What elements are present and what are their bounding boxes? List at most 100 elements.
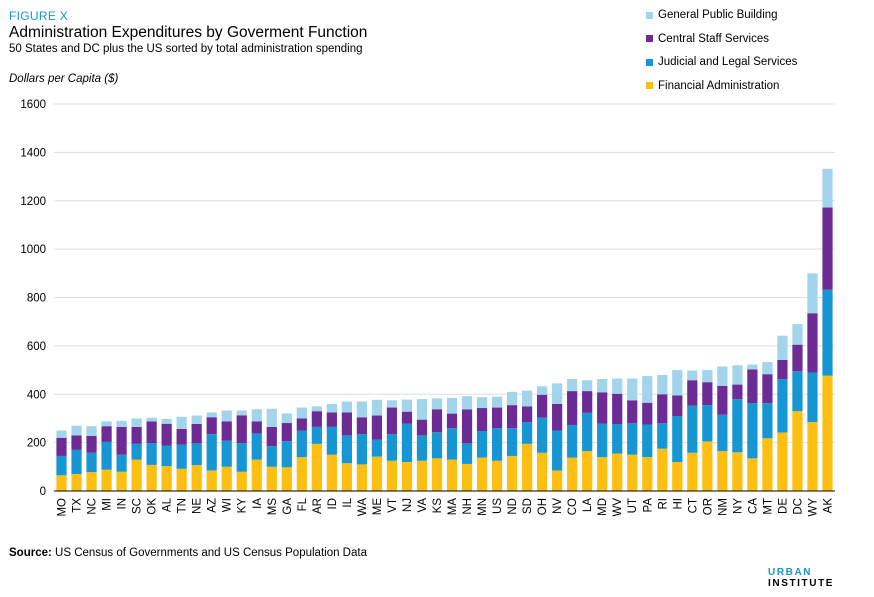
y-tick-label: 1200 bbox=[20, 196, 46, 208]
x-tick-label: MD bbox=[597, 498, 609, 516]
bar-segment bbox=[296, 430, 307, 458]
x-tick-label: PA bbox=[642, 498, 654, 513]
brand-institute: INSTITUTE bbox=[768, 578, 835, 589]
bar-segment bbox=[326, 403, 337, 413]
x-tick-label: ME bbox=[372, 498, 384, 516]
x-tick-label: TN bbox=[177, 498, 189, 513]
bar-segment bbox=[642, 457, 653, 491]
bar-segment bbox=[567, 424, 578, 458]
bar-segment bbox=[281, 413, 292, 424]
chart-subtitle: 50 States and DC plus the US sorted by t… bbox=[9, 43, 363, 55]
x-tick-label: DE bbox=[777, 498, 789, 514]
bar-segment bbox=[206, 470, 217, 491]
bar-segment bbox=[146, 417, 157, 422]
x-tick-label: HI bbox=[672, 498, 684, 510]
bar-segment bbox=[401, 423, 413, 462]
bar-segment bbox=[777, 379, 788, 433]
bar-segment bbox=[281, 467, 292, 491]
x-tick-label: TX bbox=[72, 498, 84, 513]
bar-segment bbox=[386, 407, 398, 435]
bar-segment bbox=[582, 451, 593, 491]
x-tick-label: NC bbox=[87, 498, 99, 515]
bar-segment bbox=[567, 391, 578, 425]
bar-segment bbox=[762, 438, 773, 491]
bar-segment bbox=[702, 405, 713, 442]
bar-segment bbox=[567, 457, 578, 491]
bar-segment bbox=[356, 417, 368, 435]
bar-segment bbox=[446, 459, 458, 491]
bar-segment bbox=[732, 399, 743, 453]
bar-segment bbox=[296, 418, 307, 431]
x-tick-label: WV bbox=[612, 498, 624, 517]
legend-swatch bbox=[646, 82, 653, 90]
bar-segment bbox=[747, 458, 758, 491]
x-tick-label: OH bbox=[537, 498, 549, 515]
bar-segment bbox=[416, 460, 428, 491]
bar-segment bbox=[747, 403, 758, 459]
legend-label: General Public Building bbox=[658, 9, 778, 21]
bar-segment bbox=[431, 458, 443, 491]
x-tick-label: RI bbox=[657, 498, 669, 510]
bar-segment bbox=[537, 386, 548, 395]
bar-segment bbox=[702, 382, 713, 406]
x-tick-label: VA bbox=[417, 498, 429, 513]
bar-segment bbox=[702, 370, 713, 383]
bar-segment bbox=[161, 423, 172, 446]
bar-segment bbox=[642, 402, 653, 425]
bar-segment bbox=[552, 403, 563, 431]
bar-segment bbox=[792, 371, 803, 412]
bar-segment bbox=[777, 432, 788, 491]
bar-segment bbox=[401, 461, 413, 491]
bar-segment bbox=[71, 425, 82, 436]
bar-segment bbox=[491, 428, 503, 461]
bar-segment bbox=[747, 364, 758, 370]
bar-segment bbox=[717, 414, 728, 452]
bar-segment bbox=[476, 408, 488, 432]
bar-segment bbox=[657, 374, 668, 395]
x-tick-label: IN bbox=[117, 498, 129, 510]
bar-segment bbox=[552, 430, 563, 471]
bar-segment bbox=[86, 435, 97, 453]
bar-segment bbox=[251, 421, 262, 434]
x-tick-label: LA bbox=[582, 498, 594, 512]
x-tick-label: MA bbox=[447, 498, 459, 516]
chart-title: Administration Expenditures by Goverment… bbox=[9, 24, 368, 41]
bar-segment bbox=[717, 385, 728, 415]
x-tick-label: DC bbox=[792, 498, 804, 515]
bar-segment bbox=[476, 431, 488, 458]
bar-segment bbox=[326, 412, 337, 427]
bar-segment bbox=[642, 376, 653, 403]
bar-segment bbox=[131, 443, 142, 460]
bar-segment bbox=[56, 455, 67, 476]
bar-segment bbox=[597, 423, 608, 458]
x-tick-label: AK bbox=[822, 498, 834, 514]
y-tick-label: 1600 bbox=[20, 99, 46, 111]
legend-swatch bbox=[646, 35, 653, 43]
x-tick-label: NV bbox=[552, 498, 564, 514]
bar-segment bbox=[431, 398, 443, 410]
bar-segment bbox=[266, 408, 277, 427]
bar-segment bbox=[416, 419, 428, 436]
bar-segment bbox=[86, 472, 97, 491]
x-tick-label: VT bbox=[387, 498, 399, 513]
bar-segment bbox=[221, 410, 232, 422]
bar-segment bbox=[792, 411, 803, 491]
bar-segment bbox=[356, 401, 368, 418]
legend-label: Judicial and Legal Services bbox=[658, 56, 798, 69]
bar-segment bbox=[582, 412, 593, 452]
bar-segment bbox=[612, 424, 623, 454]
bar-segment bbox=[506, 428, 518, 456]
legend-label: Central Staff Services bbox=[658, 32, 770, 45]
bar-segment bbox=[777, 335, 788, 360]
legend-swatch bbox=[646, 11, 653, 19]
bar-segment bbox=[221, 421, 232, 441]
bar-segment bbox=[461, 443, 473, 464]
bar-segment bbox=[506, 405, 518, 429]
bar-segment bbox=[476, 397, 488, 409]
bar-segment bbox=[491, 460, 503, 491]
bar-segment bbox=[642, 424, 653, 458]
bar-segment bbox=[597, 457, 608, 491]
x-tick-label: ND bbox=[507, 498, 519, 515]
bar-segment bbox=[401, 399, 413, 412]
